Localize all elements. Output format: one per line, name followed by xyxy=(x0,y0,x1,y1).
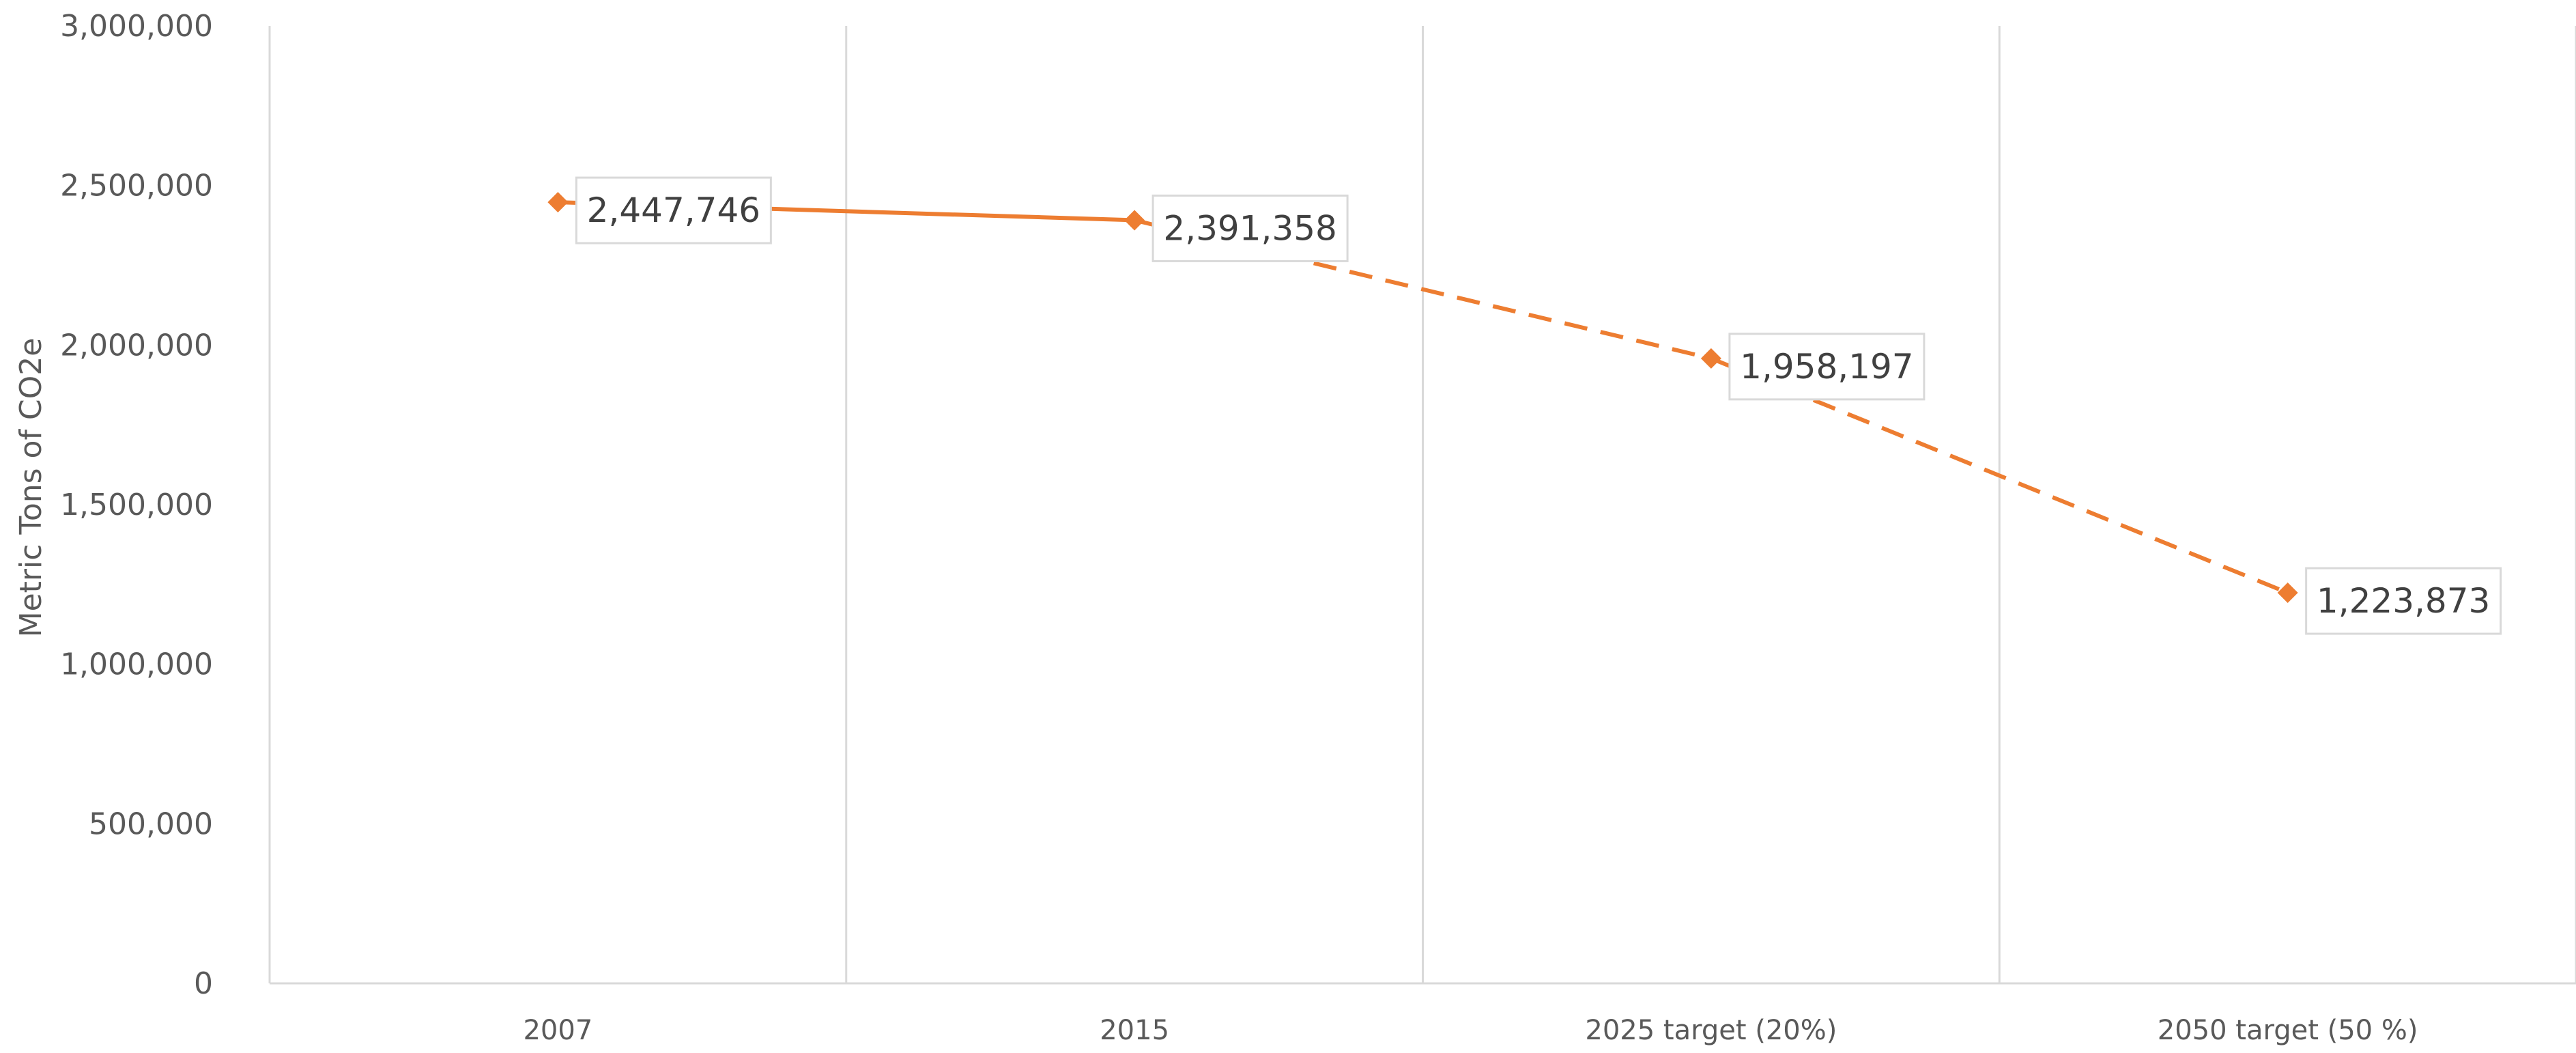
data-label-box xyxy=(575,176,772,244)
series-line-segment xyxy=(1134,218,1712,361)
y-tick-label: 0 xyxy=(194,966,213,1001)
data-label: 2,391,358 xyxy=(1163,208,1336,248)
data-label-box xyxy=(1151,194,1349,262)
x-tick-label: 2015 xyxy=(1100,1015,1169,1046)
x-tick-label: 2050 target (50 %) xyxy=(2158,1015,2418,1046)
data-label: 1,223,873 xyxy=(2317,581,2490,621)
y-tick-label: 2,500,000 xyxy=(60,169,213,203)
y-tick-label: 2,000,000 xyxy=(60,328,213,363)
data-label: 2,447,746 xyxy=(587,191,760,230)
y-tick-label: 1,500,000 xyxy=(60,488,213,522)
data-point-marker xyxy=(547,192,569,213)
y-tick-label: 500,000 xyxy=(89,806,213,841)
y-axis-label: Metric Tons of CO2e xyxy=(14,338,48,638)
series-line-segment xyxy=(1710,356,2289,595)
y-tick-label: 1,000,000 xyxy=(60,647,213,682)
y-tick-label: 3,000,000 xyxy=(60,9,213,44)
data-label-box xyxy=(2305,567,2502,635)
data-point-marker xyxy=(2277,582,2298,604)
data-point-marker xyxy=(1124,210,1145,231)
data-point-marker xyxy=(1700,348,1721,369)
data-label: 1,958,197 xyxy=(1740,347,1913,387)
x-tick-label: 2025 target (20%) xyxy=(1585,1015,1837,1046)
data-label-box xyxy=(1728,333,1926,401)
x-tick-label: 2007 xyxy=(523,1015,592,1046)
